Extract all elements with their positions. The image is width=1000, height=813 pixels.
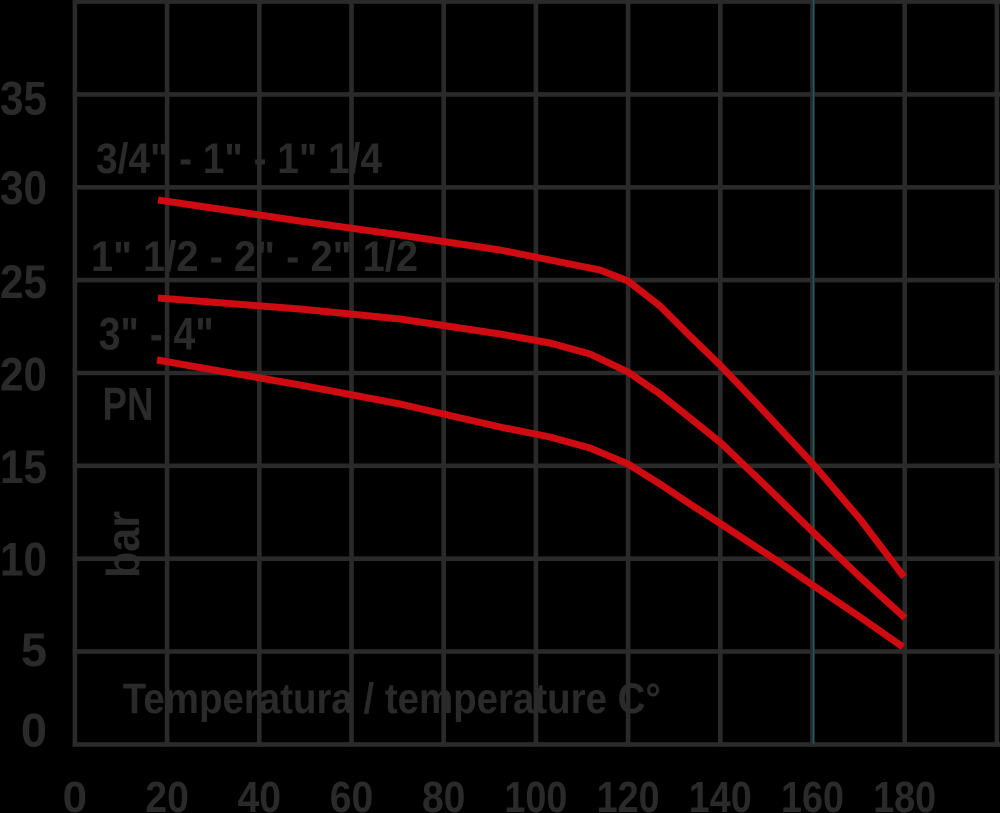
svg-text:20: 20 xyxy=(0,348,47,401)
svg-text:35: 35 xyxy=(0,72,47,125)
svg-text:PN: PN xyxy=(103,378,154,430)
svg-text:Temperatura / temperature C°: Temperatura / temperature C° xyxy=(123,675,661,723)
svg-text:100: 100 xyxy=(504,773,567,813)
svg-text:60: 60 xyxy=(330,773,374,813)
svg-text:120: 120 xyxy=(597,773,660,813)
svg-text:20: 20 xyxy=(145,773,189,813)
svg-text:bar: bar xyxy=(97,511,149,578)
svg-text:40: 40 xyxy=(238,773,282,813)
svg-text:10: 10 xyxy=(0,533,47,586)
svg-text:25: 25 xyxy=(0,255,47,308)
svg-text:180: 180 xyxy=(873,773,936,813)
svg-text:3/4" - 1" - 1" 1/4: 3/4" - 1" - 1" 1/4 xyxy=(96,135,382,183)
svg-text:1" 1/2 - 2" - 2" 1/2: 1" 1/2 - 2" - 2" 1/2 xyxy=(91,233,418,281)
svg-text:0: 0 xyxy=(63,773,87,813)
svg-text:15: 15 xyxy=(0,440,47,493)
svg-text:5: 5 xyxy=(21,623,47,676)
svg-text:3" - 4": 3" - 4" xyxy=(99,309,214,360)
svg-text:80: 80 xyxy=(422,773,466,813)
svg-text:0: 0 xyxy=(21,703,47,756)
svg-text:140: 140 xyxy=(689,773,752,813)
svg-text:160: 160 xyxy=(781,773,844,813)
svg-text:30: 30 xyxy=(0,161,47,214)
